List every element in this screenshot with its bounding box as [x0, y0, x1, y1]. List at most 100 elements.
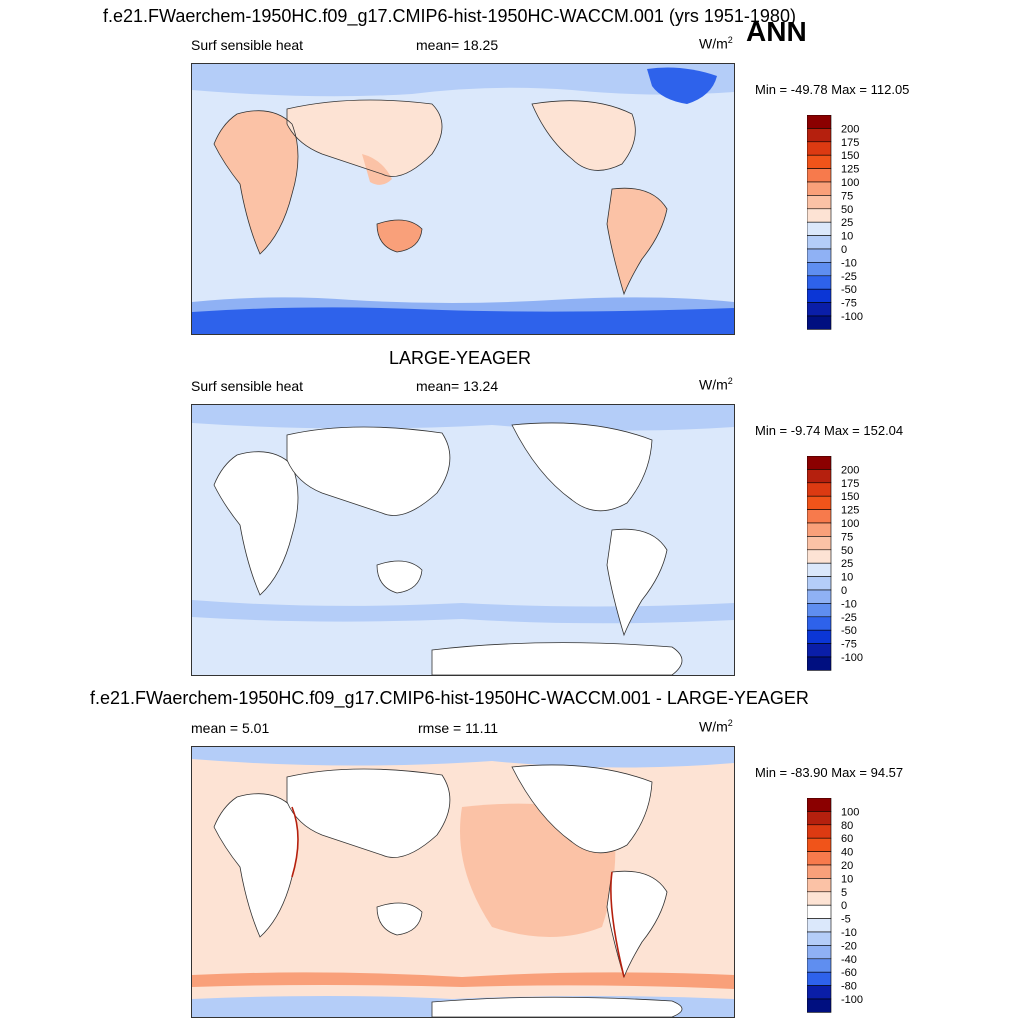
colorbar-box — [806, 195, 832, 210]
colorbar-tick-label: -75 — [841, 298, 857, 310]
panel3-rmse-label: rmse = 11.11 — [418, 720, 499, 736]
panel1-coastlines — [213, 99, 668, 296]
colorbar-tick-label: 50 — [841, 204, 853, 216]
panel1-australia — [377, 220, 422, 252]
colorbar-tick-label: 10 — [841, 572, 853, 584]
colorbar-tick-label: -5 — [841, 914, 851, 926]
panel2-map — [191, 404, 735, 676]
panel2-colorbar: 200 175 150 125 100 75 50 25 10 0 -10 -25 -50 -75 -100 — [806, 455, 877, 676]
colorbar-box — [806, 509, 832, 524]
colorbar-tick-label: 75 — [841, 531, 853, 543]
colorbar-box — [806, 576, 832, 591]
panel2-minmax: Min = -9.74 Max = 152.04 — [755, 423, 904, 438]
colorbar-box — [806, 549, 832, 564]
colorbar-box — [806, 248, 832, 263]
colorbar-box — [806, 181, 832, 196]
colorbar-box — [806, 455, 832, 470]
colorbar-tick-label: -50 — [841, 284, 857, 296]
panel1-eurasia — [287, 100, 442, 177]
colorbar-box — [806, 958, 832, 973]
colorbar-tick-label: 25 — [841, 558, 853, 570]
panel2-land — [213, 422, 683, 675]
colorbar-tick-label: -25 — [841, 612, 857, 624]
panel1-minmax: Min = -49.78 Max = 112.05 — [755, 82, 910, 97]
panel2-variable-label: Surf sensible heat — [191, 378, 304, 394]
colorbar-box — [806, 904, 832, 919]
colorbar-box — [806, 315, 832, 330]
panel1-units: W/m2 — [699, 35, 733, 52]
panel1-mean-label: mean= 18.25 — [416, 37, 499, 53]
colorbar-box — [806, 141, 832, 156]
colorbar-box — [806, 495, 832, 510]
colorbar-tick-label: 0 — [841, 244, 847, 256]
colorbar-tick-label: -10 — [841, 927, 857, 939]
panel1-colorbar: 200 175 150 125 100 75 50 25 10 0 -10 -25 -50 -75 -100 — [806, 114, 877, 335]
colorbar-box — [806, 656, 832, 671]
colorbar-tick-label: 0 — [841, 900, 847, 912]
panel1-africa — [214, 110, 298, 254]
panel1-greenland-cold — [647, 67, 717, 104]
colorbar-tick-label: -100 — [841, 311, 863, 323]
colorbar-box — [806, 864, 832, 879]
panel1-south-america — [607, 188, 667, 294]
colorbar-box — [806, 945, 832, 960]
colorbar-box — [806, 589, 832, 604]
colorbar-box — [806, 851, 832, 866]
colorbar-box — [806, 918, 832, 933]
panel1-map — [191, 63, 735, 335]
panel3-mean-label: mean = 5.01 — [191, 720, 270, 736]
colorbar-box — [806, 811, 832, 826]
colorbar-box — [806, 824, 832, 839]
panel3-title: f.e21.FWaerchem-1950HC.f09_g17.CMIP6-his… — [90, 688, 809, 708]
colorbar-box — [806, 154, 832, 169]
colorbar-box — [806, 482, 832, 497]
colorbar-box — [806, 878, 832, 893]
colorbar-tick-label: -20 — [841, 940, 857, 952]
panel2-southern-band — [192, 600, 734, 624]
colorbar-tick-label: 75 — [841, 190, 853, 202]
colorbar-box — [806, 797, 832, 812]
colorbar-box — [806, 262, 832, 277]
colorbar-box — [806, 469, 832, 484]
colorbar-tick-label: 125 — [841, 505, 859, 517]
panel3-map — [191, 746, 735, 1018]
colorbar-tick-label: -100 — [841, 994, 863, 1006]
panel1-antarctica-cold — [192, 307, 734, 334]
colorbar-tick-label: 25 — [841, 217, 853, 229]
colorbar-box — [806, 971, 832, 986]
colorbar-tick-label: -10 — [841, 598, 857, 610]
panel2-arctic-band — [192, 405, 734, 431]
panel2-mean-label: mean= 13.24 — [416, 378, 499, 394]
colorbar-box — [806, 998, 832, 1013]
panel3-southern-warm — [192, 972, 734, 989]
colorbar-box — [806, 128, 832, 143]
panel3-units: W/m2 — [699, 718, 733, 735]
colorbar-tick-label: 125 — [841, 164, 859, 176]
colorbar-tick-label: -80 — [841, 981, 857, 993]
colorbar-box — [806, 168, 832, 183]
panel3-coastal-warm-lines — [291, 806, 625, 978]
colorbar-tick-label: 10 — [841, 231, 853, 243]
season-label: ANN — [746, 16, 807, 47]
colorbar-box — [806, 629, 832, 644]
colorbar-box — [806, 114, 832, 129]
colorbar-tick-label: -75 — [841, 639, 857, 651]
colorbar-tick-label: 150 — [841, 491, 859, 503]
colorbar-tick-label: 175 — [841, 478, 859, 490]
panel3-arctic-band — [192, 747, 734, 768]
colorbar-box — [806, 275, 832, 290]
colorbar-tick-label: 100 — [841, 518, 859, 530]
panel1-india — [362, 154, 392, 185]
panel1-variable-label: Surf sensible heat — [191, 37, 304, 53]
colorbar-box — [806, 643, 832, 658]
colorbar-box — [806, 288, 832, 303]
colorbar-box — [806, 891, 832, 906]
colorbar-box — [806, 208, 832, 223]
colorbar-tick-label: 150 — [841, 150, 859, 162]
colorbar-tick-label: -10 — [841, 257, 857, 269]
colorbar-box — [806, 522, 832, 537]
colorbar-box — [806, 603, 832, 618]
colorbar-tick-label: -60 — [841, 967, 857, 979]
colorbar-box — [806, 221, 832, 236]
colorbar-tick-label: 50 — [841, 545, 853, 557]
